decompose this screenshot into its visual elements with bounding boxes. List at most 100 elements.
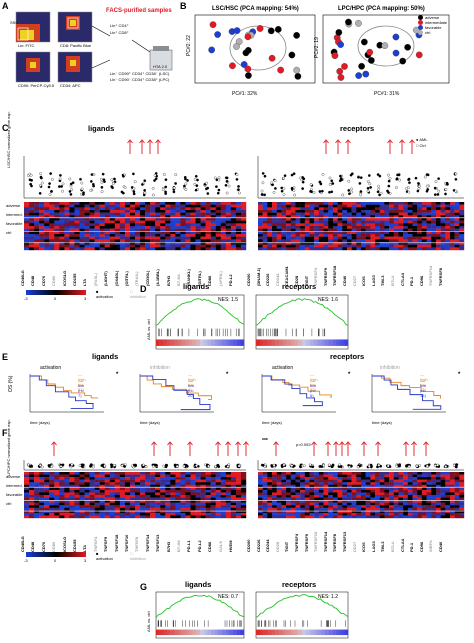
- expr-point: [387, 173, 390, 177]
- heat-cell: [140, 479, 146, 483]
- expr-point: [299, 176, 302, 180]
- heat-cell: [300, 515, 306, 519]
- heat-cell: [39, 472, 45, 475]
- heat-cell: [286, 210, 291, 213]
- heat-cell: [272, 239, 277, 243]
- heat-cell: [375, 242, 380, 245]
- heat-cell: [170, 218, 176, 221]
- heat-cell: [370, 226, 376, 229]
- heat-cell: [109, 482, 116, 485]
- heat-cell: [205, 234, 211, 237]
- heat-cell: [240, 502, 247, 506]
- heat-cell: [79, 479, 85, 483]
- heat-cell: [435, 497, 441, 501]
- heat-cell: [119, 505, 126, 508]
- heat-cell: [160, 239, 166, 243]
- heat-cell: [398, 244, 404, 248]
- heat-cell: [114, 247, 121, 251]
- heat-cell: [351, 497, 357, 501]
- heat-cell: [337, 474, 343, 478]
- heat-cell: [304, 207, 310, 211]
- heat-cell: [328, 223, 334, 227]
- heat-cell: [314, 497, 320, 501]
- heat-cell: [417, 215, 423, 219]
- population-lpc: Lin⁻ CD90⁻ CD34⁺ CD38⁺ (LPC): [110, 77, 170, 82]
- rank-bar: [340, 629, 345, 636]
- heat-cell: [129, 502, 136, 506]
- heat-cell: [205, 218, 211, 221]
- heat-cell: [135, 220, 141, 224]
- heat-cell: [389, 502, 394, 506]
- heat-cell: [286, 502, 291, 506]
- heat-cell: [332, 242, 338, 245]
- heat-cell: [79, 215, 85, 219]
- heat-cell: [240, 479, 247, 483]
- heat-cell: [300, 495, 306, 498]
- heat-cell: [318, 495, 324, 498]
- heat-cell: [180, 510, 186, 514]
- heat-cell: [300, 218, 306, 221]
- expr-point: [38, 192, 42, 195]
- heat-cell: [375, 247, 380, 251]
- heat-cell: [94, 474, 100, 478]
- heat-cell: [417, 204, 423, 208]
- heat-cell: [119, 226, 126, 229]
- heat-cell: [384, 510, 390, 514]
- heat-cell: [435, 474, 441, 478]
- heat-cell: [29, 236, 35, 240]
- heat-cell: [205, 236, 211, 240]
- expr-point: [28, 465, 32, 468]
- pca-point: [358, 62, 365, 70]
- heat-cell: [379, 231, 385, 235]
- heat-cell: [84, 247, 90, 251]
- heat-cell: [185, 510, 191, 514]
- heat-cell: [29, 215, 35, 219]
- heat-cell: [119, 500, 126, 503]
- g-ligands-title: ligands: [185, 580, 212, 589]
- heat-cell: [119, 482, 126, 485]
- heat-cell: [99, 212, 105, 216]
- heat-cell: [165, 220, 171, 224]
- heat-cell: [304, 515, 310, 519]
- heat-cell: [135, 223, 141, 227]
- heat-cell: [235, 500, 242, 503]
- heat-cell: [235, 223, 242, 227]
- heat-cell: [129, 207, 136, 211]
- heat-cell: [398, 228, 404, 232]
- heat-cell: [384, 212, 390, 216]
- heat-cell: [440, 510, 446, 514]
- heat-cell: [370, 484, 376, 488]
- heat-cell: [230, 218, 237, 221]
- heat-cell: [375, 502, 380, 506]
- heat-cell: [323, 489, 329, 493]
- heat-cell: [94, 226, 100, 229]
- heat-cell: [435, 492, 441, 496]
- heat-cell: [262, 236, 268, 240]
- heat-cell: [24, 484, 30, 488]
- heat-cell: [393, 212, 399, 216]
- expr-point: [175, 465, 179, 468]
- heat-cell: [225, 207, 232, 211]
- heat-cell: [84, 515, 90, 519]
- heat-cell: [337, 505, 343, 508]
- gene-label: TIGIT: [284, 541, 290, 552]
- heat-cell: [318, 507, 324, 511]
- expr-point: [359, 190, 363, 193]
- heat-cell: [286, 247, 291, 251]
- heat-cell: [165, 215, 171, 219]
- heat-cell: [412, 495, 418, 498]
- heat-cell: [407, 472, 413, 475]
- expr-point: [132, 192, 136, 196]
- heat-cell: [445, 502, 451, 506]
- heat-cell: [262, 500, 268, 503]
- heat-cell: [398, 474, 404, 478]
- heat-cell: [119, 479, 126, 483]
- heat-cell: [337, 477, 343, 480]
- heat-cell: [89, 223, 95, 227]
- heat-cell: [54, 484, 60, 488]
- heat-cell: [262, 484, 268, 488]
- pca-point: [245, 72, 252, 79]
- heat-cell: [267, 482, 273, 485]
- heat-cell: [205, 212, 211, 216]
- heat-cell: [155, 215, 161, 219]
